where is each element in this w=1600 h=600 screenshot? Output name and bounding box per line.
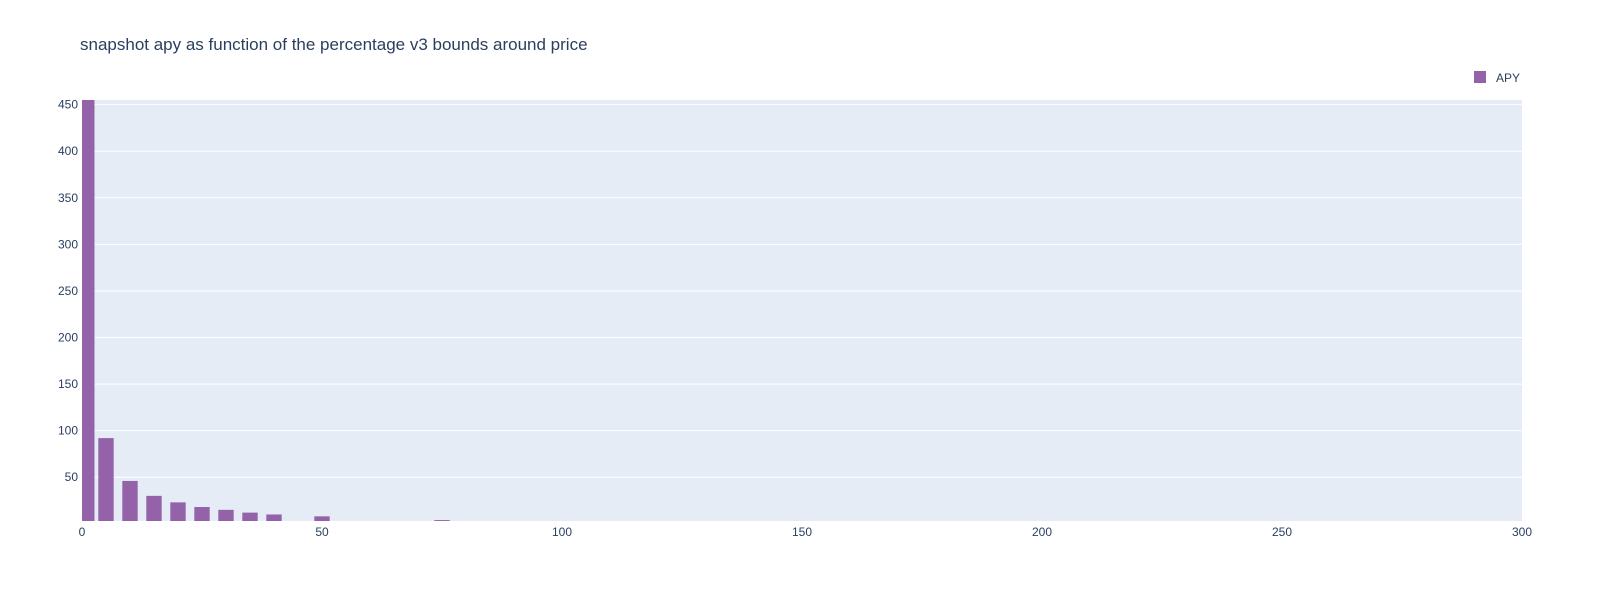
bar-apy-75[interactable] — [434, 520, 450, 521]
y-tick-label: 200 — [58, 331, 78, 345]
y-tick-label: 250 — [58, 284, 78, 298]
chart-title: snapshot apy as function of the percenta… — [80, 35, 588, 54]
bar-apy-20[interactable] — [170, 502, 186, 521]
bar-apy-40[interactable] — [266, 514, 282, 521]
y-tick-label: 50 — [65, 470, 79, 484]
legend-swatch-apy — [1474, 71, 1486, 83]
bar-apy-25[interactable] — [194, 507, 210, 521]
bar-apy-50[interactable] — [314, 516, 330, 521]
legend-label-apy: APY — [1496, 71, 1520, 85]
bar-apy-10[interactable] — [122, 480, 138, 521]
bars — [82, 100, 450, 521]
x-tick-label: 150 — [792, 525, 812, 539]
y-axis-ticks: 50 100 150 200 250 300 350 400 450 — [58, 98, 78, 485]
x-tick-label: 100 — [552, 525, 572, 539]
x-axis-ticks: 0 50 100 150 200 250 300 — [79, 525, 1533, 539]
y-tick-label: 100 — [58, 424, 78, 438]
y-tick-label: 400 — [58, 144, 78, 158]
legend[interactable]: APY — [1474, 71, 1520, 85]
bar-apy-1[interactable] — [82, 100, 95, 521]
x-tick-label: 300 — [1512, 525, 1532, 539]
plot-area — [82, 100, 1522, 521]
x-tick-label: 50 — [315, 525, 329, 539]
bar-apy-5[interactable] — [98, 438, 114, 521]
bar-apy-15[interactable] — [146, 495, 162, 521]
y-tick-label: 450 — [58, 98, 78, 112]
y-tick-label: 350 — [58, 191, 78, 205]
x-tick-label: 200 — [1032, 525, 1052, 539]
x-tick-label: 250 — [1272, 525, 1292, 539]
gridlines — [82, 104, 1522, 478]
y-tick-label: 300 — [58, 237, 78, 251]
y-tick-label: 150 — [58, 377, 78, 391]
bar-apy-35[interactable] — [242, 512, 258, 521]
x-tick-label: 0 — [79, 525, 86, 539]
bar-apy-30[interactable] — [218, 509, 234, 521]
